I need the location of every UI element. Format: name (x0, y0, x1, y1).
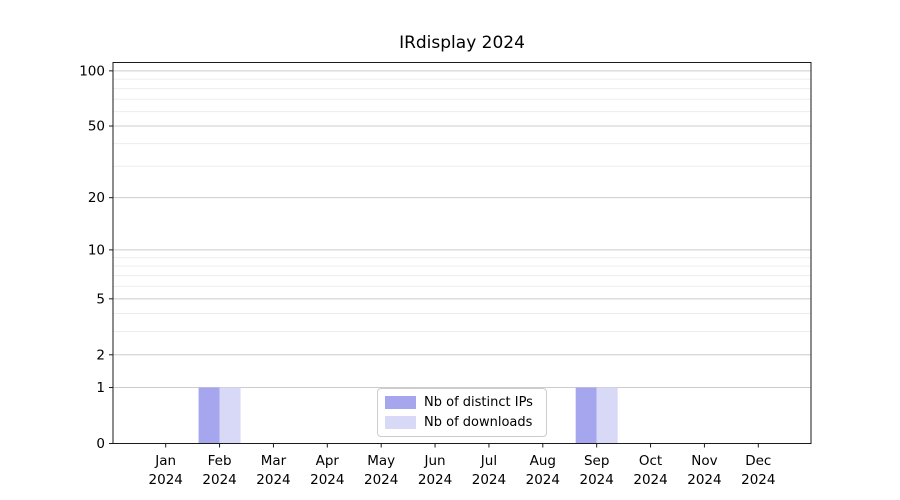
y-tick-label: 10 (88, 242, 105, 258)
x-tick-label-month: Dec (745, 453, 771, 469)
legend-swatch-distinct-ips (385, 396, 416, 409)
y-tick-label: 1 (96, 380, 105, 396)
x-tick-label-month: Oct (639, 453, 662, 469)
x-tick-label-year: 2024 (687, 472, 721, 488)
legend-swatch-downloads (385, 416, 416, 429)
legend-label-downloads: Nb of downloads (424, 415, 533, 430)
x-tick-label-year: 2024 (526, 472, 560, 488)
x-tick-label-year: 2024 (310, 472, 344, 488)
y-tick-label: 0 (96, 436, 105, 452)
legend-item-downloads: Nb of downloads (385, 415, 539, 430)
x-tick-label-month: Jun (424, 453, 446, 469)
bar-downloads-feb (219, 387, 241, 444)
y-tick-label: 2 (96, 347, 105, 363)
x-tick-label-month: Nov (691, 453, 717, 469)
x-tick-label-year: 2024 (364, 472, 398, 488)
x-tick-label-year: 2024 (256, 472, 290, 488)
x-tick-label-year: 2024 (472, 472, 506, 488)
x-tick-label-month: Sep (584, 453, 609, 469)
x-tick-label-year: 2024 (580, 472, 614, 488)
legend: Nb of distinct IPs Nb of downloads (377, 388, 547, 437)
y-tick-label: 50 (88, 119, 105, 135)
plot-border (112, 62, 812, 444)
x-tick-label-year: 2024 (741, 472, 775, 488)
y-tick-label: 5 (96, 291, 105, 307)
x-tick-label-month: May (367, 453, 395, 469)
y-tick-label: 20 (88, 190, 105, 206)
x-tick-label-month: Mar (261, 453, 287, 469)
x-tick-label-year: 2024 (149, 472, 183, 488)
legend-label-distinct-ips: Nb of distinct IPs (424, 395, 533, 410)
x-tick-label-year: 2024 (202, 472, 236, 488)
bar-distinct-ips-sep (575, 387, 597, 444)
x-tick-label-month: Apr (316, 453, 340, 469)
bar-downloads-sep (596, 387, 618, 444)
x-tick-label-month: Jan (154, 453, 176, 469)
legend-item-distinct-ips: Nb of distinct IPs (385, 395, 539, 410)
x-tick-label-year: 2024 (633, 472, 667, 488)
y-tick-label: 100 (79, 63, 105, 79)
x-tick-label-month: Aug (530, 453, 556, 469)
x-tick-label-month: Jul (480, 453, 497, 469)
x-tick-label-month: Feb (208, 453, 232, 469)
chart-title: IRdisplay 2024 (399, 33, 525, 53)
x-tick-label-year: 2024 (418, 472, 452, 488)
bar-distinct-ips-feb (198, 387, 220, 444)
